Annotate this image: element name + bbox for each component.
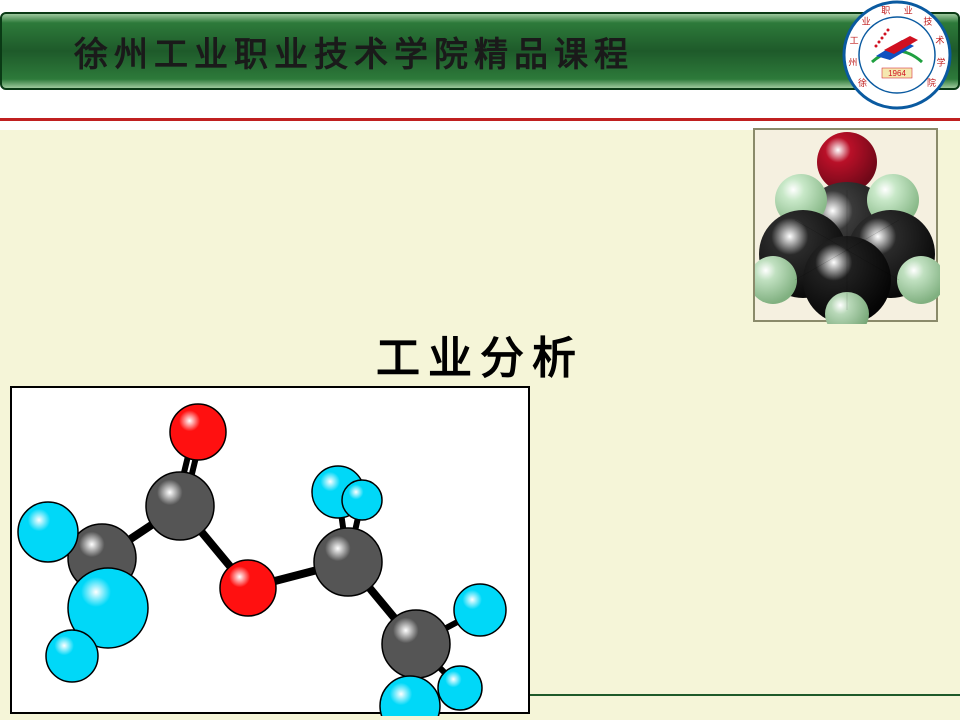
svg-text:院: 院 [927, 77, 936, 88]
page-title: 工业分析 [0, 322, 960, 386]
header-band: 徐州工业职业技术学院精品课程 [0, 12, 960, 90]
molecule-ballstick-figure [10, 386, 530, 714]
divider-red [0, 118, 960, 121]
svg-text:业: 业 [862, 16, 871, 26]
svg-text:工: 工 [850, 35, 859, 45]
svg-text:学: 学 [937, 57, 946, 68]
institution-logo: 徐州工业职业技术学院1964 [842, 0, 952, 110]
svg-text:术: 术 [935, 34, 944, 45]
molecule-spacefill-figure [753, 128, 938, 322]
header-title: 徐州工业职业技术学院精品课程 [74, 27, 634, 76]
svg-text:1964: 1964 [888, 69, 906, 78]
svg-text:业: 业 [904, 5, 913, 15]
svg-text:职: 职 [881, 5, 890, 15]
footer-rule [530, 694, 960, 696]
svg-text:徐: 徐 [858, 77, 867, 88]
svg-text:技: 技 [923, 15, 932, 26]
svg-text:州: 州 [848, 58, 857, 68]
